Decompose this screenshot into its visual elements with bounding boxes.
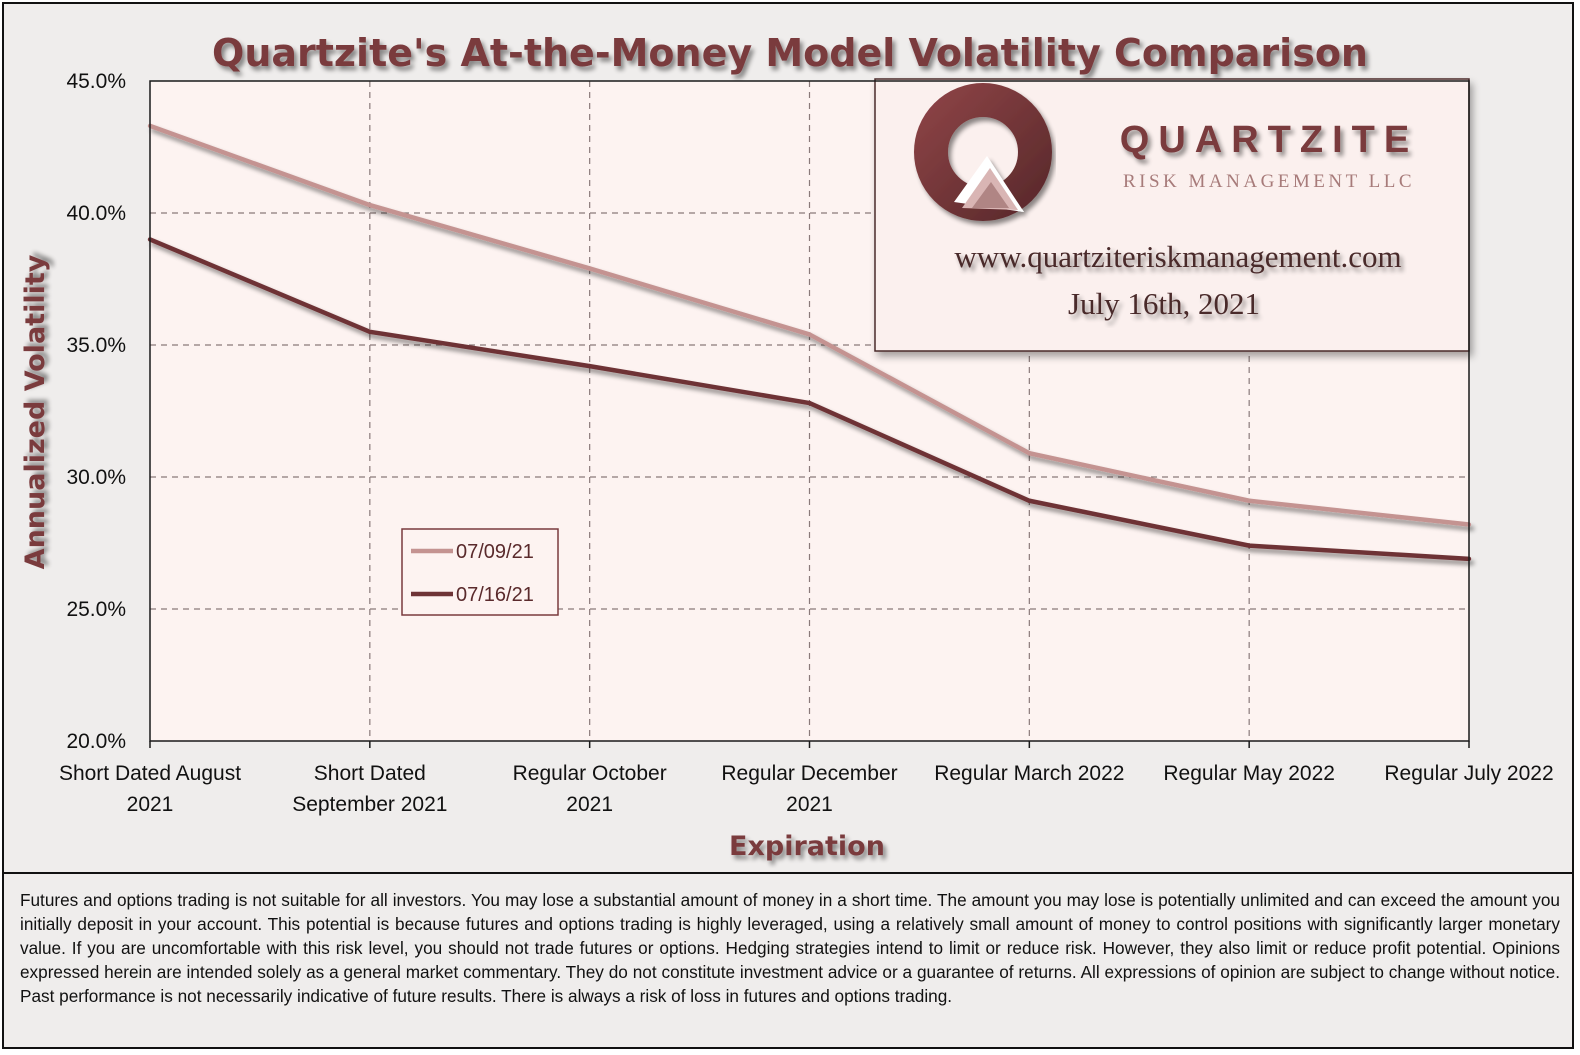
x-tick-label: Short Dated (314, 762, 426, 785)
data-point (367, 329, 373, 334)
y-tick-label: 30.0% (66, 466, 126, 489)
x-tick-label: 2021 (786, 793, 833, 816)
series-lines (147, 123, 1472, 562)
x-tick-label: September 2021 (292, 793, 447, 816)
report-date: July 16th, 2021 (1068, 286, 1260, 321)
brand-name: QUARTZITE (1120, 119, 1418, 161)
x-tick-label: Regular December (721, 762, 897, 785)
chart-title: Quartzite's At-the-Money Model Volatilit… (212, 31, 1368, 75)
brand-box: QUARTZITE RISK MANAGEMENT LLC www.quartz… (874, 78, 1470, 352)
x-axis-title: Expiration (729, 831, 885, 862)
quartzite-logo-icon (914, 83, 1052, 221)
data-point (1246, 543, 1252, 548)
x-axis-ticks: Short Dated August 2021 Short Dated Septemb… (59, 741, 1554, 816)
data-point (1246, 498, 1252, 503)
x-tick-label: Short Dated August (59, 762, 241, 785)
brand-subtitle: RISK MANAGEMENT LLC (1123, 171, 1415, 192)
legend-label-07-09-21: 07/09/21 (456, 541, 534, 563)
legend: 07/09/21 07/16/21 (401, 528, 559, 616)
y-tick-label: 35.0% (66, 334, 126, 357)
data-point (587, 266, 592, 271)
data-point (1027, 498, 1032, 503)
y-tick-label: 25.0% (66, 598, 126, 621)
data-point (587, 363, 592, 369)
y-axis-ticks: 20.0% 25.0% 30.0% 35.0% 40.0% 45.0% (66, 70, 126, 753)
y-tick-label: 20.0% (66, 730, 126, 753)
y-tick-label: 45.0% (66, 70, 126, 93)
x-tick-label: 2021 (127, 793, 174, 816)
divider (4, 872, 1572, 874)
chart-svg: Quartzite's At-the-Money Model Volatilit… (20, 31, 1554, 862)
x-tick-label: Regular October (513, 762, 667, 785)
data-point (807, 332, 812, 337)
legend-label-07-16-21: 07/16/21 (456, 584, 534, 606)
data-point (367, 202, 373, 208)
x-tick-label: Regular July 2022 (1384, 762, 1553, 785)
data-point (807, 400, 812, 406)
brand-url[interactable]: www.quartziteriskmanagement.com (954, 239, 1401, 274)
y-tick-label: 40.0% (66, 202, 126, 225)
x-tick-label: 2021 (566, 793, 613, 816)
y-axis-title: Annualized Volatility (20, 254, 51, 569)
risk-disclaimer: Futures and options trading is not suita… (20, 890, 1560, 1006)
data-point (1027, 451, 1032, 456)
x-tick-label: Regular May 2022 (1163, 762, 1335, 785)
x-tick-label: Regular March 2022 (934, 762, 1124, 785)
